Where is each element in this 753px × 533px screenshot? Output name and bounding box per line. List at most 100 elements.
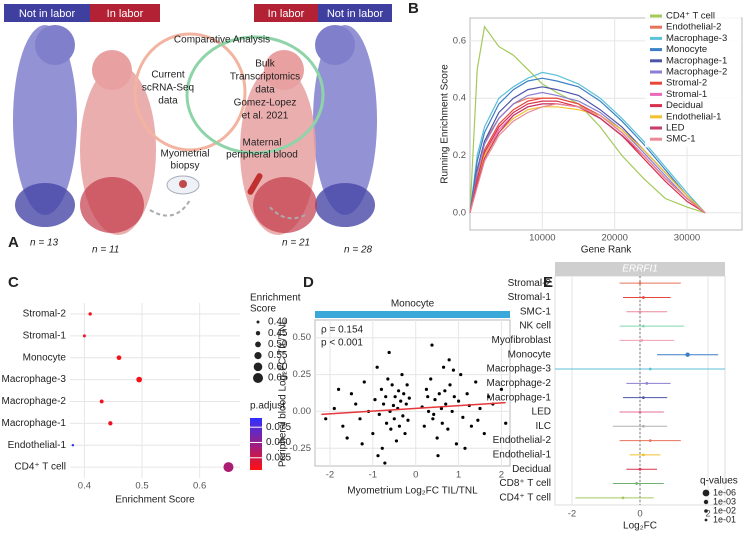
- estimate: [642, 424, 645, 428]
- legend-size: [255, 331, 261, 336]
- x-tick-label: 0.5: [135, 481, 148, 492]
- x-axis-title: Gene Rank: [581, 245, 633, 256]
- point: [404, 402, 408, 406]
- legend-label: 0.40: [268, 317, 288, 328]
- x-axis-title: Enrichment Score: [115, 495, 195, 506]
- diagram-label: biopsy: [171, 161, 200, 172]
- dot: [99, 399, 104, 404]
- point: [436, 454, 440, 458]
- diagram-label: Current: [151, 70, 185, 81]
- point: [384, 395, 388, 399]
- y-tick-label: 0.0: [453, 207, 466, 218]
- x-tick-label: 30000: [674, 233, 700, 244]
- x-axis-title: Log₂FC: [623, 521, 657, 532]
- estimate: [642, 324, 645, 328]
- dot: [71, 443, 75, 447]
- title-strip: [315, 311, 510, 318]
- y-tick-label: 0.6: [453, 35, 466, 46]
- legend-label: SMC-1: [666, 134, 696, 145]
- point: [430, 343, 434, 347]
- y-tick-label: Endothelial-1: [8, 440, 67, 451]
- legend-label: Stromal-2: [666, 78, 707, 89]
- point: [383, 461, 387, 465]
- diagram-label: peripheral blood: [226, 150, 298, 161]
- point: [474, 380, 478, 384]
- y-tick-label: CD8⁺ T cell: [499, 478, 551, 489]
- point: [486, 395, 491, 399]
- point: [396, 389, 401, 393]
- legend-label: Macrophage-1: [666, 55, 727, 66]
- panel-label: D: [303, 274, 314, 291]
- estimate: [635, 482, 638, 485]
- point: [422, 424, 426, 428]
- y-tick-label: Stromal-2: [23, 309, 67, 320]
- point: [377, 412, 381, 416]
- legend-label: Endothelial-1: [666, 111, 721, 122]
- diagram-label: Comparative Analysis: [174, 35, 270, 46]
- estimate: [638, 410, 642, 414]
- point: [454, 442, 459, 446]
- title-strip: [555, 262, 725, 276]
- point: [406, 418, 410, 422]
- legend-label: 0.45: [268, 328, 288, 339]
- point: [389, 427, 393, 431]
- legend-size: [704, 509, 708, 513]
- sample-count: n = 13: [30, 238, 59, 249]
- point: [504, 421, 508, 425]
- estimate: [638, 281, 642, 285]
- y-tick-label: Macrophage-1: [2, 418, 67, 429]
- point: [426, 409, 431, 414]
- series-line: [469, 71, 706, 214]
- point: [362, 380, 366, 384]
- y-tick-label: Decidual: [512, 464, 551, 475]
- dot: [136, 376, 142, 383]
- sample-count: n = 11: [92, 245, 119, 256]
- legend-size: [256, 320, 260, 324]
- y-tick-label: CD4⁺ T cell: [14, 462, 66, 473]
- point: [456, 399, 461, 403]
- legend-label: 0.60: [268, 361, 288, 372]
- legend-label: 0.50: [268, 339, 288, 350]
- point: [482, 431, 486, 436]
- legend-label: Stromal-1: [666, 89, 707, 100]
- header-label: Not in labor: [19, 8, 76, 20]
- legend-size: [253, 362, 263, 372]
- series-line: [469, 77, 706, 214]
- sample-count: n = 28: [344, 245, 373, 256]
- estimate: [640, 339, 644, 342]
- y-tick-label: Monocyte: [23, 352, 67, 363]
- legend-size: [702, 489, 710, 497]
- y-tick-label: Macrophage-2: [2, 396, 67, 407]
- series-line: [469, 100, 706, 214]
- point: [371, 431, 375, 436]
- x-tick-label: 20000: [601, 233, 627, 244]
- panel-label: B: [408, 0, 419, 17]
- x-tick-label: 0: [413, 470, 418, 481]
- x-tick-label: 0: [637, 509, 642, 520]
- diagram-label: Maternal: [243, 138, 282, 149]
- y-tick-label: Monocyte: [508, 349, 552, 360]
- estimate: [638, 467, 642, 471]
- legend-title: Score: [250, 304, 277, 315]
- point: [499, 387, 504, 391]
- point: [437, 392, 441, 396]
- point: [390, 383, 394, 387]
- diagram-label: data: [158, 96, 178, 107]
- dot: [116, 355, 122, 361]
- estimate: [648, 439, 652, 442]
- diagram-label: scRNA-Seq: [142, 83, 194, 94]
- estimate: [638, 310, 642, 314]
- panel-label: A: [8, 234, 19, 251]
- point: [451, 368, 456, 372]
- point: [403, 431, 407, 436]
- legend-label: CD4⁺ T cell: [666, 11, 715, 22]
- y-tick-label: 0.25: [293, 369, 312, 380]
- legend-label: 0.075: [266, 422, 291, 433]
- y-axis-title: Running Enrichment Score: [440, 64, 451, 184]
- estimate: [685, 352, 690, 357]
- point: [405, 383, 409, 387]
- series-line: [469, 103, 706, 214]
- point: [426, 395, 430, 399]
